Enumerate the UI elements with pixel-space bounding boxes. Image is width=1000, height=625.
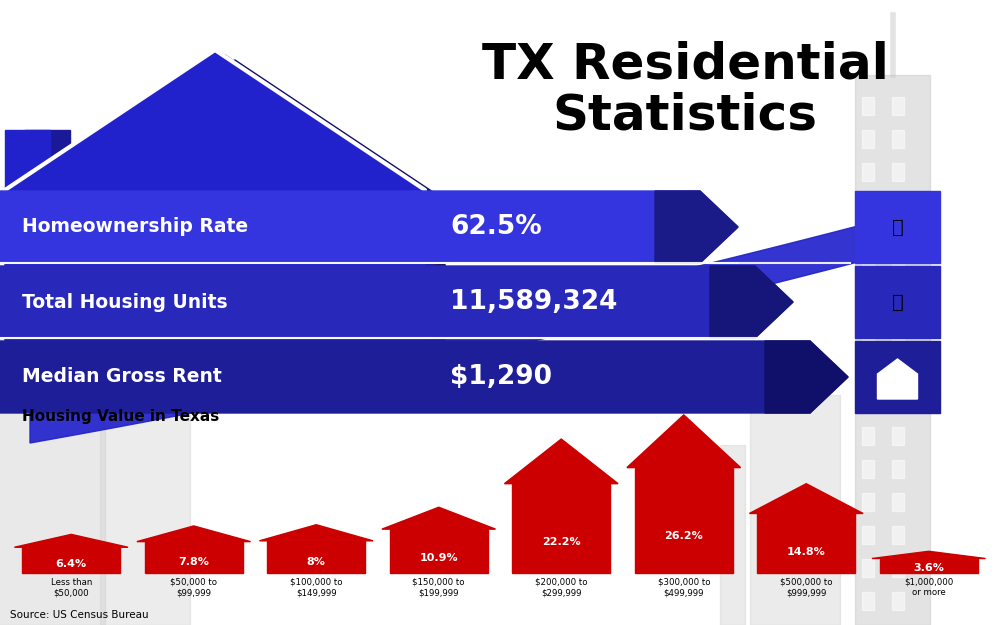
Text: Median Gross Rent: Median Gross Rent xyxy=(22,368,222,386)
Bar xyxy=(892,97,904,115)
Bar xyxy=(145,542,243,573)
Text: 11,589,324: 11,589,324 xyxy=(450,289,617,315)
Text: 🏠: 🏠 xyxy=(892,292,903,311)
Bar xyxy=(892,328,904,346)
Polygon shape xyxy=(627,415,741,468)
Bar xyxy=(892,460,904,478)
Bar xyxy=(892,295,904,313)
Bar xyxy=(892,196,904,214)
Bar xyxy=(862,97,874,115)
Bar xyxy=(100,365,190,625)
Bar xyxy=(862,328,874,346)
Bar xyxy=(892,394,904,412)
Text: $150,000 to
$199,999: $150,000 to $199,999 xyxy=(413,578,465,598)
Polygon shape xyxy=(137,526,251,542)
Text: Housing Value in Texas: Housing Value in Texas xyxy=(22,409,219,424)
Polygon shape xyxy=(382,508,496,529)
Text: $: $ xyxy=(890,362,905,382)
Text: 22.2%: 22.2% xyxy=(542,537,581,547)
Text: 10.9%: 10.9% xyxy=(419,552,458,562)
Text: 3.6%: 3.6% xyxy=(913,563,944,573)
Polygon shape xyxy=(749,484,863,514)
Bar xyxy=(757,514,855,573)
Text: 7.8%: 7.8% xyxy=(178,557,209,567)
Bar xyxy=(862,229,874,247)
Bar xyxy=(25,130,70,245)
Bar xyxy=(892,493,904,511)
Bar xyxy=(862,361,874,379)
Bar xyxy=(635,468,733,573)
Polygon shape xyxy=(5,50,425,360)
Polygon shape xyxy=(0,266,793,338)
Bar xyxy=(720,445,745,625)
Bar xyxy=(855,266,940,338)
Polygon shape xyxy=(259,525,373,541)
Text: Less than
$50,000: Less than $50,000 xyxy=(51,578,92,598)
Text: 14.8%: 14.8% xyxy=(787,547,826,557)
Bar xyxy=(855,341,940,413)
Bar xyxy=(892,262,904,280)
Bar xyxy=(862,493,874,511)
Polygon shape xyxy=(765,341,848,413)
Polygon shape xyxy=(25,60,445,370)
Bar xyxy=(892,427,904,445)
Bar xyxy=(862,526,874,544)
Bar xyxy=(855,75,930,625)
Bar xyxy=(892,592,904,610)
Bar xyxy=(892,526,904,544)
Text: 8%: 8% xyxy=(307,557,326,567)
Bar xyxy=(862,427,874,445)
Polygon shape xyxy=(14,534,128,548)
Text: $1,000,000
or more: $1,000,000 or more xyxy=(904,578,953,598)
Text: Source: US Census Bureau: Source: US Census Bureau xyxy=(10,610,149,620)
Polygon shape xyxy=(655,191,738,263)
Bar xyxy=(862,592,874,610)
Text: Homeownership Rate: Homeownership Rate xyxy=(22,217,248,236)
Bar xyxy=(862,394,874,412)
Bar xyxy=(862,196,874,214)
Bar xyxy=(892,559,904,577)
Text: 🔑: 🔑 xyxy=(892,217,903,236)
Polygon shape xyxy=(0,191,738,263)
Bar xyxy=(862,460,874,478)
Text: $300,000 to
$499,999: $300,000 to $499,999 xyxy=(658,578,710,598)
Text: 26.2%: 26.2% xyxy=(664,531,703,541)
Text: $200,000 to
$299,999: $200,000 to $299,999 xyxy=(535,578,588,598)
Text: $500,000 to
$999,999: $500,000 to $999,999 xyxy=(780,578,832,598)
Bar xyxy=(0,305,105,625)
Bar xyxy=(862,295,874,313)
Polygon shape xyxy=(872,551,986,559)
Polygon shape xyxy=(15,55,435,365)
Bar xyxy=(892,163,904,181)
Bar xyxy=(750,395,840,625)
Bar xyxy=(862,163,874,181)
Bar xyxy=(390,529,488,573)
Bar xyxy=(267,541,365,573)
Bar xyxy=(22,548,120,573)
Bar xyxy=(5,130,50,245)
Polygon shape xyxy=(878,359,918,399)
Bar xyxy=(855,191,940,263)
Polygon shape xyxy=(0,341,848,413)
Bar xyxy=(512,484,610,573)
Bar xyxy=(892,130,904,148)
Text: TX Residential
Statistics: TX Residential Statistics xyxy=(482,40,888,140)
Text: 6.4%: 6.4% xyxy=(56,559,87,569)
Bar xyxy=(862,559,874,577)
Text: $50,000 to
$99,999: $50,000 to $99,999 xyxy=(170,578,217,598)
Bar xyxy=(862,262,874,280)
Bar xyxy=(892,229,904,247)
Text: $1,290: $1,290 xyxy=(450,364,552,390)
Text: Total Housing Units: Total Housing Units xyxy=(22,292,228,311)
Polygon shape xyxy=(30,207,930,443)
Bar xyxy=(862,130,874,148)
Polygon shape xyxy=(710,266,793,338)
Bar xyxy=(880,559,978,573)
Bar xyxy=(892,361,904,379)
Polygon shape xyxy=(504,439,618,484)
Text: 62.5%: 62.5% xyxy=(450,214,542,240)
Text: $100,000 to
$149,999: $100,000 to $149,999 xyxy=(290,578,342,598)
